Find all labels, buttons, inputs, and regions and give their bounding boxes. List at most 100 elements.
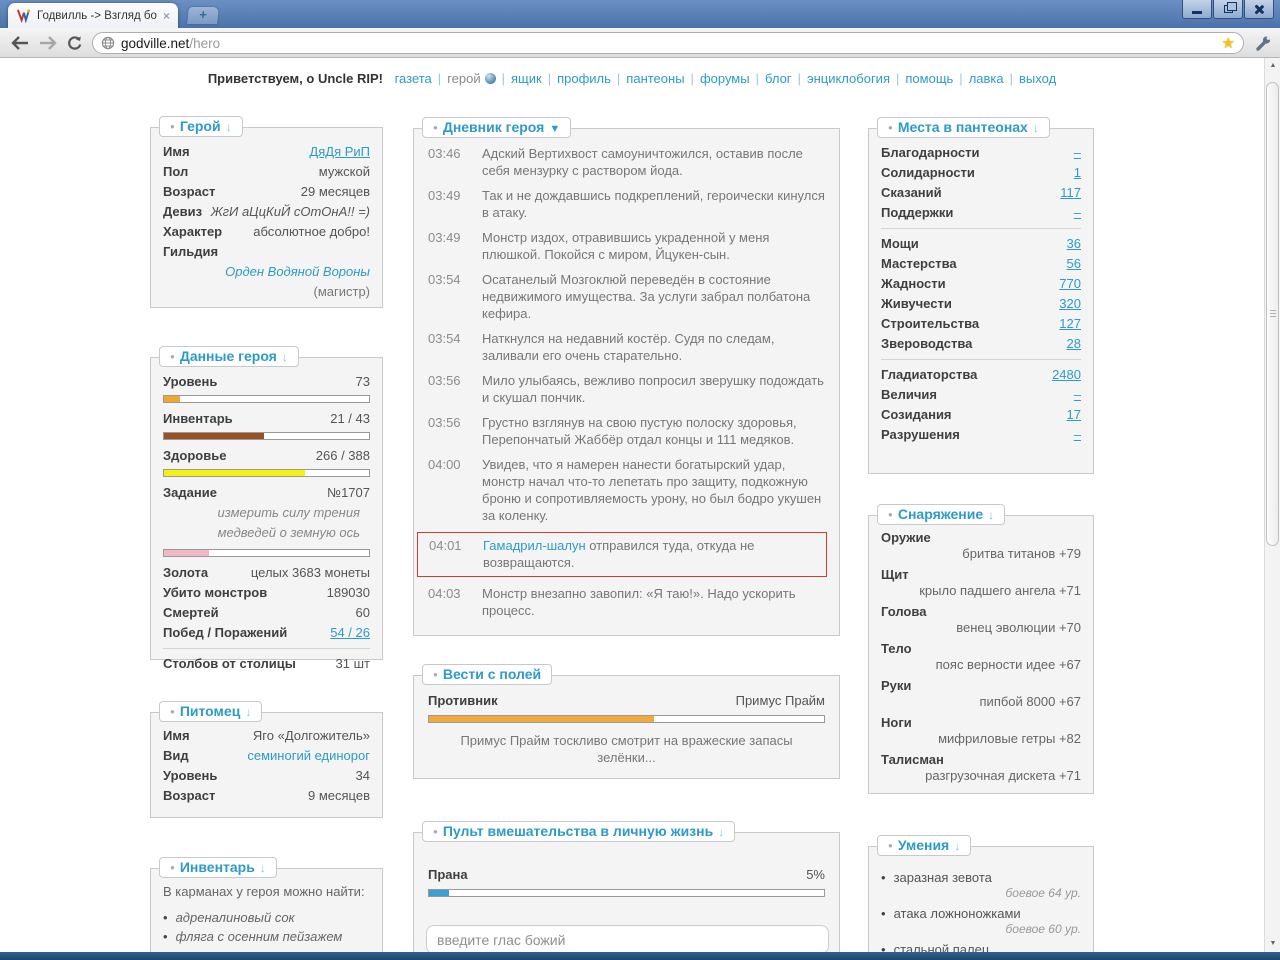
- battle-panel-header[interactable]: ● Вести с полей: [422, 664, 553, 685]
- pantheon-label: Гладиаторства: [881, 367, 978, 382]
- inventory-progressbar: [163, 432, 370, 440]
- hero-age-value: 29 месяцев: [300, 184, 370, 199]
- hero-panel-header[interactable]: ● Герой ↓: [159, 116, 243, 137]
- skill-item: • атака ложноножками боевое 60 ур.: [881, 906, 1081, 936]
- hero-gender-label: Пол: [163, 164, 189, 179]
- duels-link[interactable]: 54 / 26: [330, 625, 370, 640]
- bookmark-star-icon[interactable]: ★: [1221, 35, 1235, 52]
- forward-arrow-icon: [40, 36, 57, 50]
- pantheon-rank-link[interactable]: –: [1073, 427, 1081, 442]
- pantheon-rank-link[interactable]: 127: [1059, 316, 1081, 331]
- skill-item: •стальной палецбоевое 59 ур.: [881, 942, 990, 952]
- scroll-up-button[interactable]: ▲: [1269, 62, 1277, 69]
- collapse-arrow-icon: ↓: [718, 825, 725, 839]
- pet-age-label: Возраст: [163, 788, 216, 803]
- back-button[interactable]: [8, 31, 32, 55]
- control-panel-header[interactable]: ● Пульт вмешательства в личную жизнь ↓: [422, 821, 736, 842]
- pantheon-label: Созидания: [881, 407, 952, 422]
- pet-panel-header[interactable]: ● Питомец ↓: [159, 701, 263, 722]
- url-text[interactable]: godville.net/hero: [121, 36, 1216, 51]
- equipment-panel-header[interactable]: ● Снаряжение ↓: [877, 504, 1006, 525]
- window-restore-button[interactable]: [1213, 0, 1243, 19]
- stats-panel-header[interactable]: ● Данные героя ↓: [159, 346, 299, 367]
- browser-tab[interactable]: Годвилль -> Взгляд бога ×: [8, 3, 178, 28]
- expand-arrow-icon: ▼: [549, 123, 561, 135]
- equipment-slot: Голова венец эволюции +70: [881, 604, 1081, 635]
- nav-profil[interactable]: профиль: [557, 71, 611, 86]
- pantheon-rank-link[interactable]: 2480: [1052, 367, 1081, 382]
- diary-entry: 03:54 Осатанелый Мозгоклюй переведён в со…: [428, 272, 811, 321]
- pantheon-rank-link[interactable]: –: [1073, 205, 1081, 220]
- diary-entry: 04:03 Монстр внезапно завопил: «Я таю!». …: [428, 586, 796, 618]
- equipment-slot: Тело пояс верности идее +67: [881, 641, 1081, 672]
- nav-yaschik[interactable]: ящик: [511, 71, 542, 86]
- pantheon-rank-link[interactable]: 1: [1073, 165, 1081, 180]
- milestones-value: 31 шт: [335, 656, 370, 671]
- page-scrollbar[interactable]: ▲ ▼: [1264, 58, 1280, 952]
- window-close-button[interactable]: [1244, 0, 1274, 19]
- pantheon-rank-link[interactable]: 36: [1066, 236, 1081, 251]
- nav-panteony[interactable]: пантеоны: [626, 71, 685, 86]
- window-minimize-button[interactable]: [1182, 0, 1212, 19]
- forward-button[interactable]: [36, 31, 60, 55]
- collapse-arrow-icon: ↓: [225, 120, 232, 134]
- url-host: godville.net: [121, 35, 190, 51]
- globe-icon: [101, 36, 115, 50]
- pantheon-rank-link[interactable]: 117: [1060, 185, 1081, 200]
- pantheon-rank-link[interactable]: –: [1073, 387, 1081, 402]
- nav-gazeta[interactable]: газета: [394, 71, 432, 86]
- reload-button[interactable]: [62, 31, 86, 55]
- reload-icon: [67, 35, 81, 50]
- godville-favicon-icon: [16, 9, 31, 23]
- greeting: Приветствуем, о Uncle RIP!: [207, 71, 383, 86]
- pet-name-label: Имя: [163, 728, 190, 743]
- inventory-value: 21 / 43: [330, 411, 370, 426]
- hero-name-link[interactable]: ДяДя РиП: [309, 144, 370, 159]
- divider: [881, 228, 1081, 229]
- collapse-arrow-icon: ↓: [988, 508, 995, 522]
- nav-pomosch[interactable]: помощь: [905, 71, 954, 86]
- inventory-intro: В карманах у героя можно найти:: [163, 884, 365, 899]
- guild-link[interactable]: Орден Водяной Вороны: [225, 264, 370, 279]
- settings-wrench-button[interactable]: [1250, 31, 1276, 55]
- pantheon-label: Жадности: [881, 276, 946, 291]
- pantheon-label: Благодарности: [881, 145, 980, 160]
- nav-enciklobogiya[interactable]: энциклобогия: [806, 71, 890, 86]
- scrollbar-thumb[interactable]: [1266, 82, 1279, 546]
- pantheon-rank-link[interactable]: 770: [1059, 276, 1081, 291]
- pet-kind-label: Вид: [163, 748, 189, 763]
- browser-toolbar: godville.net/hero ★: [0, 28, 1280, 58]
- new-tab-button[interactable]: +: [187, 7, 219, 24]
- pet-kind-link[interactable]: семиногий единорог: [247, 748, 370, 763]
- nav-blog[interactable]: блог: [764, 71, 792, 86]
- collapse-arrow-icon: ↓: [1032, 121, 1039, 135]
- nav-vyhod[interactable]: выход: [1019, 71, 1057, 86]
- omnibox[interactable]: godville.net/hero ★: [92, 32, 1244, 54]
- pantheon-label: Сказаний: [881, 185, 942, 200]
- pantheon-rank-link[interactable]: –: [1073, 145, 1081, 160]
- inventory-panel-header[interactable]: ● Инвентарь ↓: [159, 857, 277, 878]
- tab-close-icon[interactable]: ×: [162, 8, 170, 23]
- back-arrow-icon: [11, 36, 28, 50]
- monster-link[interactable]: Гамадрил-шалун: [483, 538, 586, 553]
- diary-entry: 03:49 Монстр издох, отравившись украденно…: [428, 230, 770, 262]
- pantheon-rank-link[interactable]: 320: [1059, 296, 1081, 311]
- nav-forumy[interactable]: форумы: [699, 71, 750, 86]
- scrollbar-grip: [1270, 310, 1276, 318]
- stats-panel: ● Данные героя ↓ Уровень 73 Инвентарь 21 / 4…: [150, 346, 383, 671]
- pantheon-rank-link[interactable]: 28: [1066, 336, 1081, 351]
- pantheon-rank-link[interactable]: 17: [1066, 407, 1081, 422]
- milestones-label: Столбов от столицы: [163, 656, 296, 671]
- diary-entry: 04:00 Увидев, что я намерен нанести богат…: [428, 457, 822, 523]
- quest-number: №1707: [327, 485, 370, 500]
- diary-panel-header[interactable]: ● Дневник героя ▼: [422, 117, 572, 138]
- nav-lavka[interactable]: лавка: [968, 71, 1004, 86]
- god-voice-input[interactable]: [426, 925, 829, 952]
- equipment-slot: Щит крыло падшего ангела +71: [881, 567, 1081, 598]
- hero-nature-label: Характер: [163, 224, 223, 239]
- scroll-down-button[interactable]: ▼: [1269, 940, 1277, 947]
- pet-age-value: 9 месяцев: [308, 788, 370, 803]
- pantheon-rank-link[interactable]: 56: [1066, 256, 1081, 271]
- skills-panel-header[interactable]: ● Умения ↓: [877, 835, 972, 856]
- pantheons-panel-header[interactable]: ● Места в пантеонах ↓: [877, 117, 1050, 138]
